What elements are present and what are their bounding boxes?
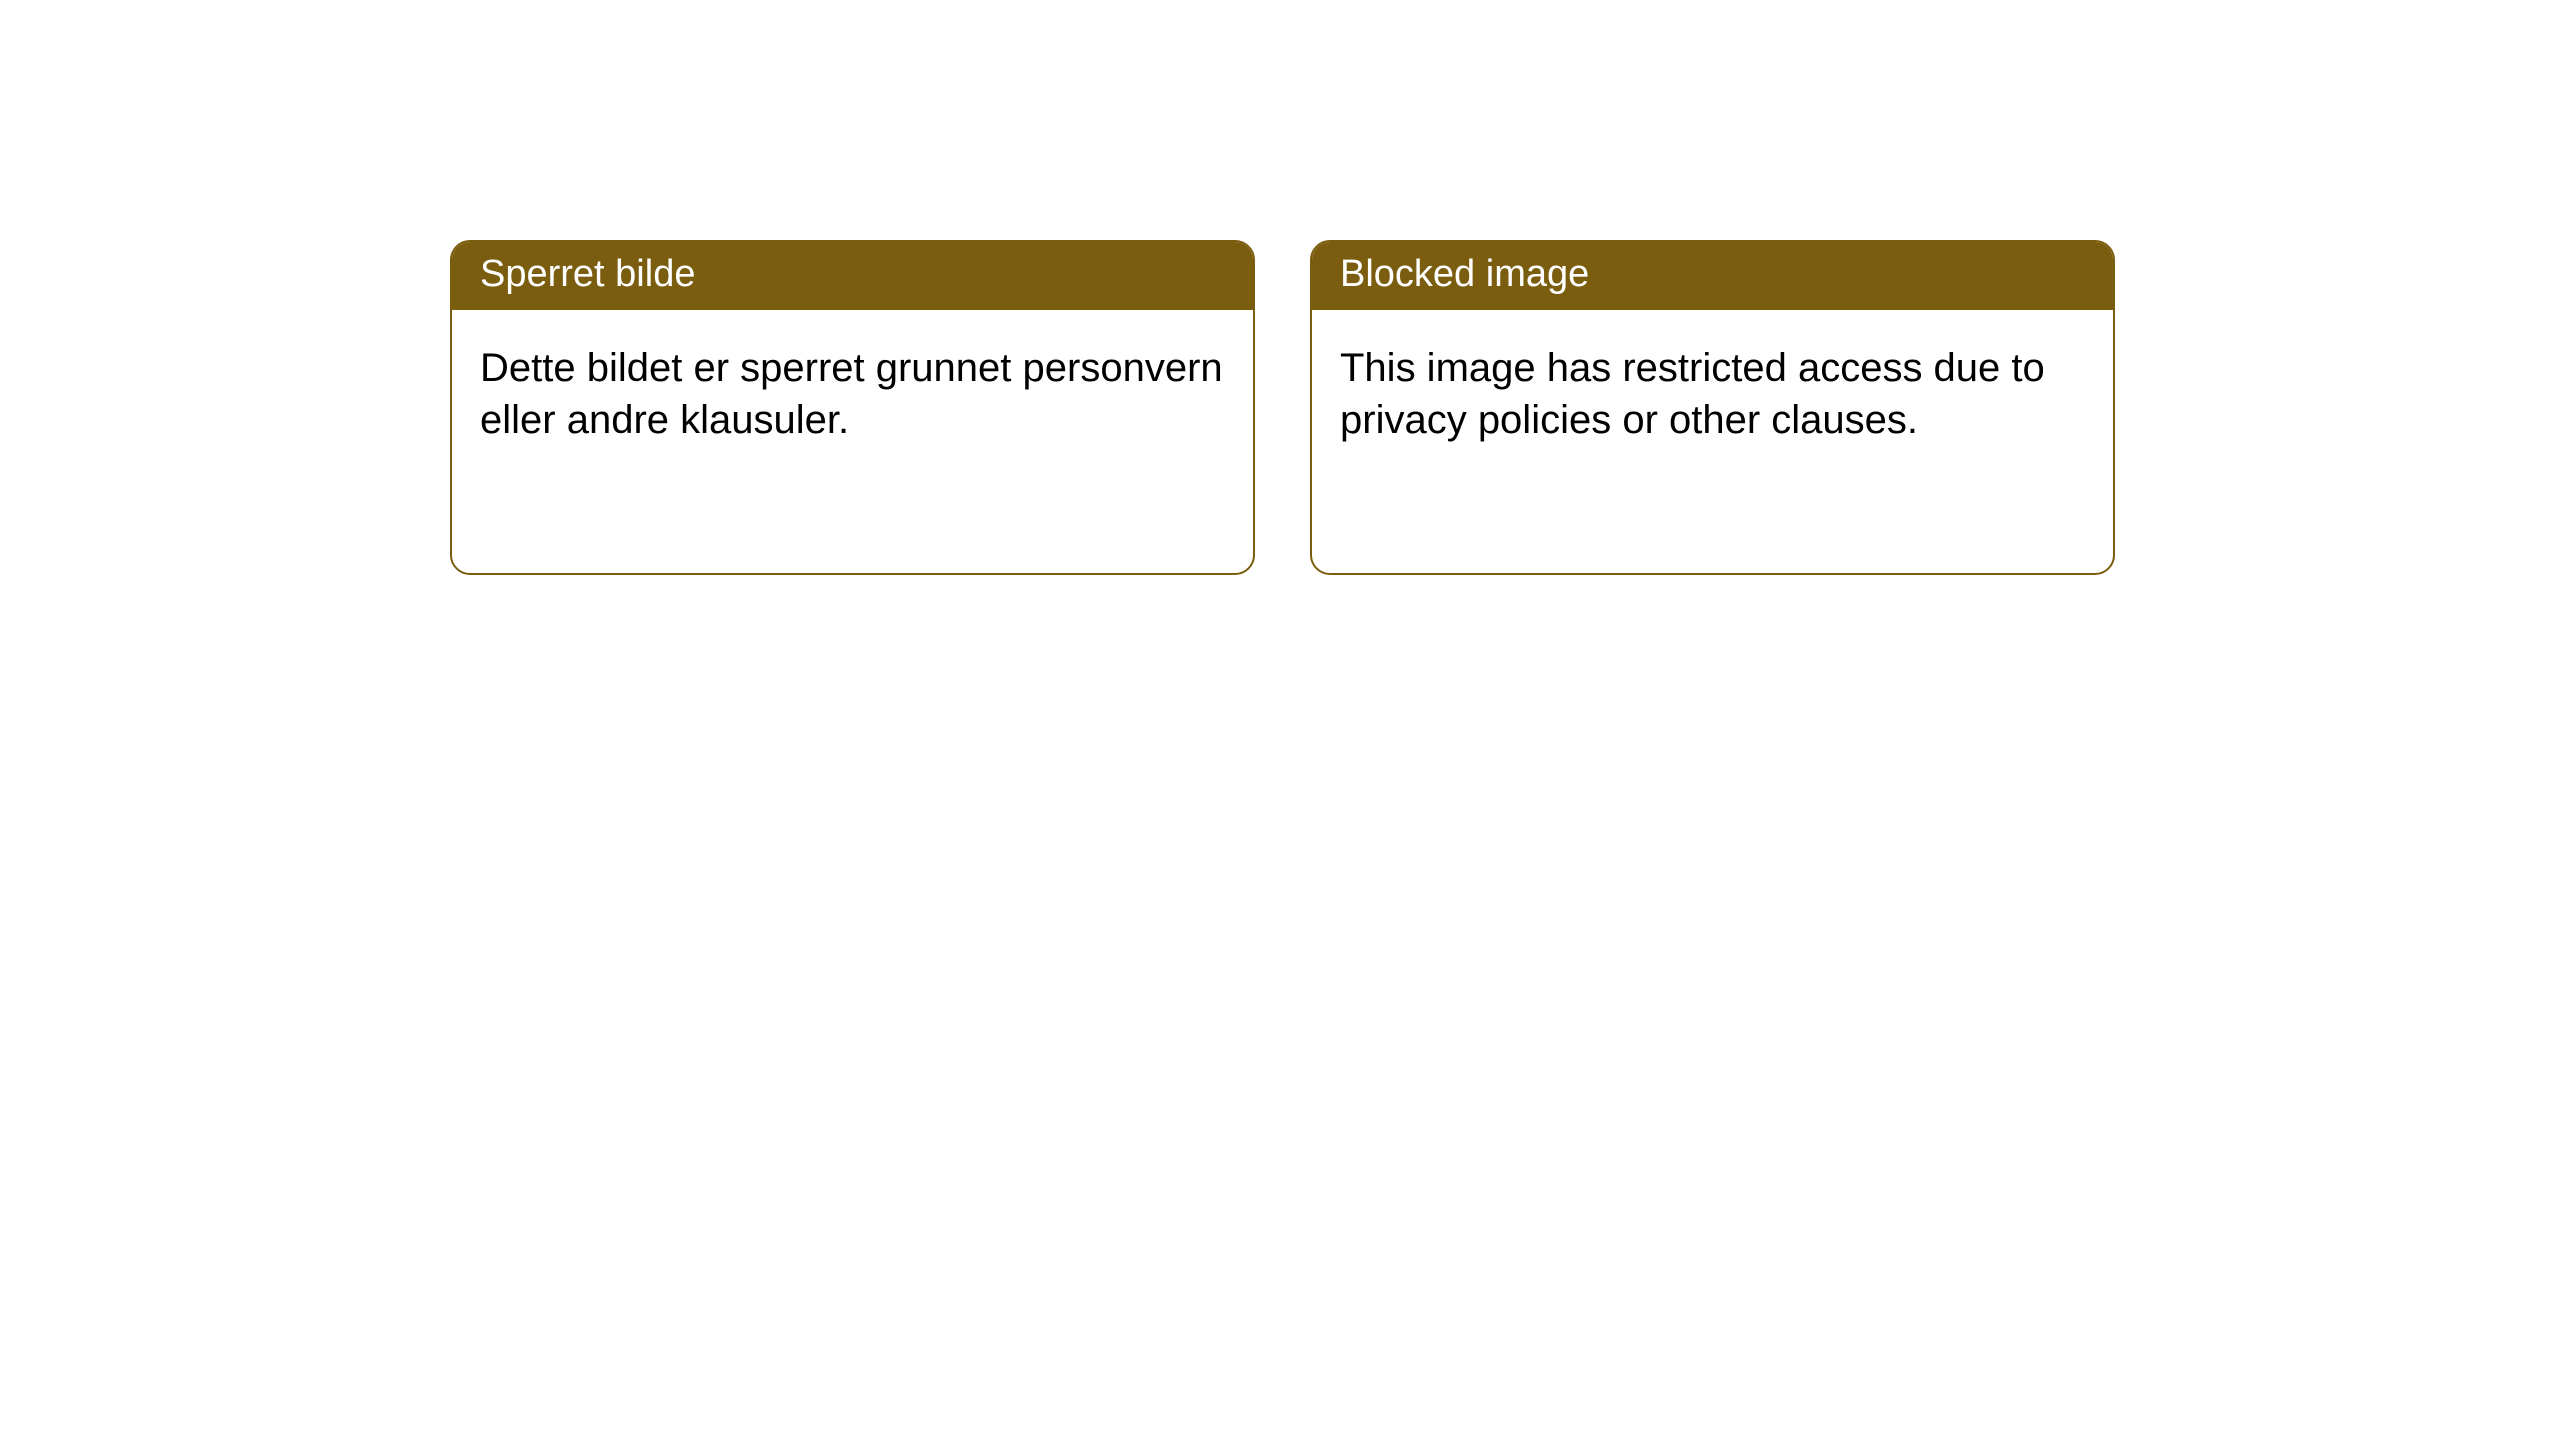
panel-text-norwegian: Dette bildet er sperret grunnet personve… [480,346,1223,442]
panel-header-english: Blocked image [1312,242,2113,310]
panel-body-norwegian: Dette bildet er sperret grunnet personve… [452,310,1253,478]
panel-english: Blocked image This image has restricted … [1310,240,2115,575]
panel-body-english: This image has restricted access due to … [1312,310,2113,478]
panel-text-english: This image has restricted access due to … [1340,346,2045,442]
panel-header-norwegian: Sperret bilde [452,242,1253,310]
panel-title-norwegian: Sperret bilde [480,253,695,295]
panel-norwegian: Sperret bilde Dette bildet er sperret gr… [450,240,1255,575]
panel-title-english: Blocked image [1340,253,1589,295]
panels-container: Sperret bilde Dette bildet er sperret gr… [0,0,2560,575]
